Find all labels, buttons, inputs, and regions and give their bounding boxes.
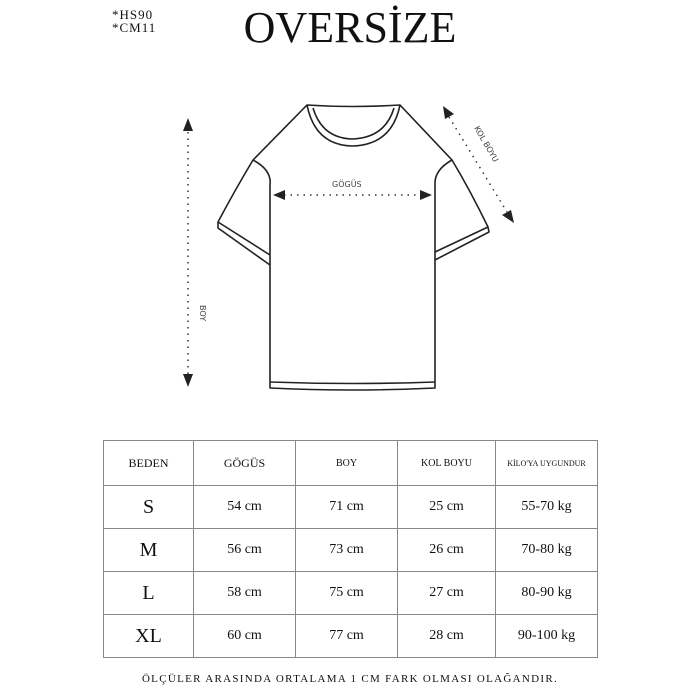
sleeve-label: KOL BOYU xyxy=(472,125,500,164)
footer-note: ÖLÇÜLER ARASINDA ORTALAMA 1 CM FARK OLMA… xyxy=(141,673,559,685)
size-cell: S xyxy=(103,485,194,529)
table-cell: 80-90 kg xyxy=(495,571,598,615)
table-cell: 26 cm xyxy=(397,528,496,572)
table-cell: 70-80 kg xyxy=(495,528,598,572)
size-cell: XL xyxy=(103,614,194,658)
chest-arrow xyxy=(273,190,432,200)
table-cell: 90-100 kg xyxy=(495,614,598,658)
product-codes: *HS90 *CM11 xyxy=(112,8,156,34)
column-header: GÖGÜS xyxy=(193,440,296,486)
tshirt-diagram: BOY GÖGÜS KOL BOYU xyxy=(183,104,514,391)
table-cell: 77 cm xyxy=(295,614,398,658)
table-row: M 56 cm 73 cm 26 cm 70-80 kg xyxy=(103,528,598,572)
table-row: XL 60 cm 77 cm 28 cm 90-100 kg xyxy=(103,614,598,658)
column-header: KOL BOYU xyxy=(397,440,496,486)
table-cell: 25 cm xyxy=(397,485,496,529)
table-row: S 54 cm 71 cm 25 cm 55-70 kg xyxy=(103,485,598,529)
size-cell: M xyxy=(103,528,194,572)
table-row: L 58 cm 75 cm 27 cm 80-90 kg xyxy=(103,571,598,615)
column-header: BEDEN xyxy=(103,440,194,486)
table-cell: 28 cm xyxy=(397,614,496,658)
column-header: KİLO'YA UYGUNDUR xyxy=(495,440,598,486)
table-header-row: BEDEN GÖGÜS BOY KOL BOYU KİLO'YA UYGUNDU… xyxy=(103,440,598,486)
chest-label: GÖGÜS xyxy=(332,179,362,189)
table-cell: 75 cm xyxy=(295,571,398,615)
length-label: BOY xyxy=(198,305,207,321)
tshirt-outline xyxy=(217,104,490,391)
product-code: *HS90 xyxy=(112,7,154,22)
length-arrow xyxy=(183,118,193,387)
column-header: BOY xyxy=(295,440,398,486)
table-cell: 71 cm xyxy=(295,485,398,529)
product-code: *CM11 xyxy=(112,20,157,35)
size-cell: L xyxy=(103,571,194,615)
table-cell: 27 cm xyxy=(397,571,496,615)
sleeve-arrow xyxy=(443,106,514,223)
page-title: OVERSİZE xyxy=(243,3,457,52)
table-cell: 73 cm xyxy=(295,528,398,572)
table-cell: 58 cm xyxy=(193,571,296,615)
table-cell: 54 cm xyxy=(193,485,296,529)
size-table: BEDEN GÖGÜS BOY KOL BOYU KİLO'YA UYGUNDU… xyxy=(103,440,598,658)
table-cell: 55-70 kg xyxy=(495,485,598,529)
table-cell: 56 cm xyxy=(193,528,296,572)
table-cell: 60 cm xyxy=(193,614,296,658)
